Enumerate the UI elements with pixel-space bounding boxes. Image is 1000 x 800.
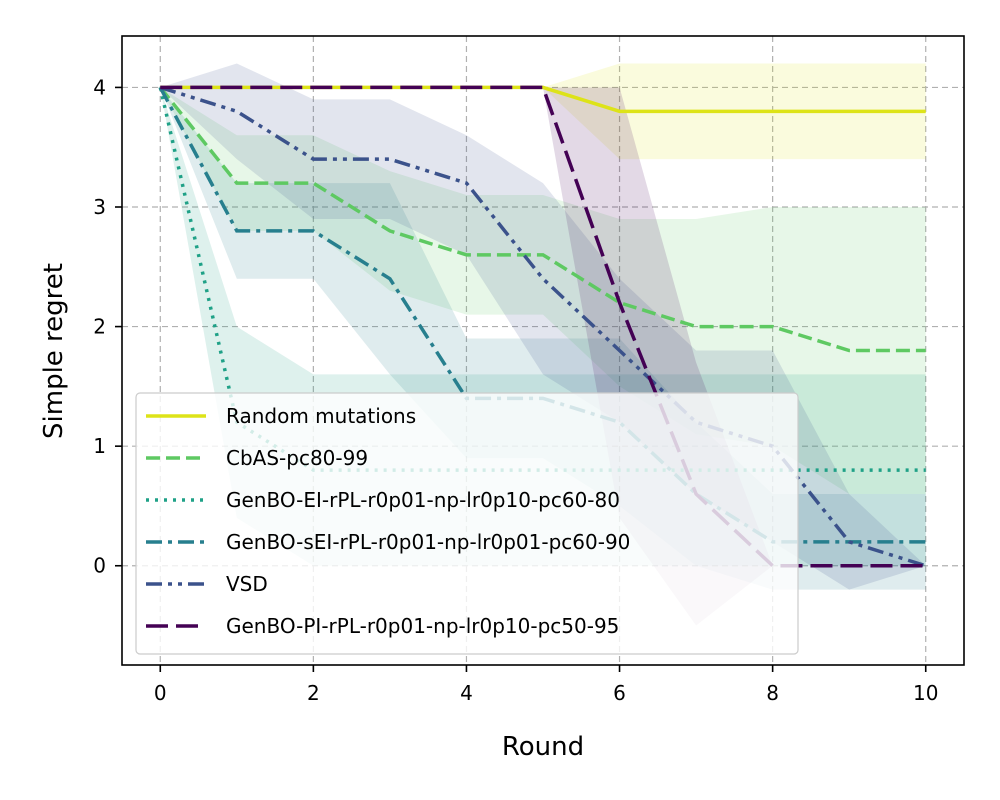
y-tick-label: 0 [93, 554, 106, 578]
legend-label: CbAS-pc80-99 [226, 446, 368, 470]
legend-label: VSD [226, 572, 268, 596]
x-tick-label: 6 [613, 681, 626, 705]
x-tick-label: 0 [154, 681, 167, 705]
confidence-band-0 [160, 63, 926, 160]
y-tick-label: 3 [93, 195, 106, 219]
series-line-1 [158, 86, 926, 353]
y-tick-label: 4 [93, 75, 106, 99]
x-tick-label: 8 [766, 681, 779, 705]
x-tick-label: 4 [460, 681, 473, 705]
axis-ticks: 0 2 4 6 8 10 0 1 2 3 4 [93, 75, 938, 705]
legend-label: GenBO-sEI-rPL-r0p01-np-lr0p01-pc60-90 [226, 530, 630, 554]
y-tick-label: 1 [93, 434, 106, 458]
y-axis-title: Simple regret [39, 263, 69, 439]
x-tick-label: 10 [913, 681, 938, 705]
legend-box [135, 392, 799, 655]
y-tick-label: 2 [93, 315, 106, 339]
legend-label: GenBO-EI-rPL-r0p01-np-lr0p10-pc60-80 [226, 488, 620, 512]
legend: Random mutations CbAS-pc80-99 GenBO-EI-rPL… [135, 392, 799, 655]
legend-label: GenBO-PI-rPL-r0p01-np-lr0p10-pc50-95 [226, 614, 619, 638]
confidence-band-1 [160, 87, 926, 494]
x-tick-label: 2 [307, 681, 320, 705]
legend-label: Random mutations [226, 404, 416, 428]
plot-frame [121, 35, 965, 666]
x-axis-title: Round [502, 732, 584, 762]
